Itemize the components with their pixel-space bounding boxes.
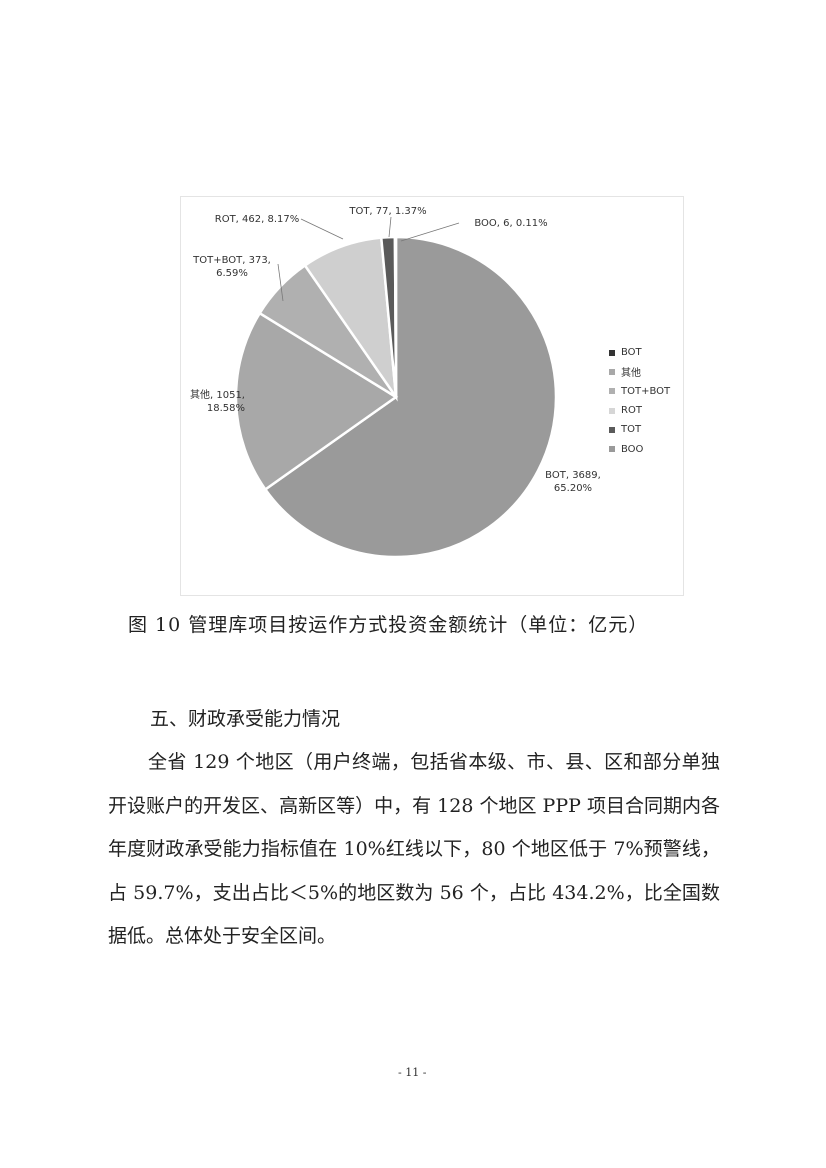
legend-swatch (609, 388, 615, 395)
legend-item: TOT+BOT (609, 382, 670, 401)
page-number: - 11 - (398, 1066, 427, 1079)
data-label-tot: TOT, 77, 1.37% (349, 206, 427, 217)
legend-item: 其他 (609, 362, 670, 381)
data-label-boo: BOO, 6, 0.11% (474, 218, 548, 229)
legend-item: BOT (609, 343, 670, 362)
body-paragraph: 全省 129 个地区（用户终端，包括省本级、市、县、区和部分单独开设账户的开发区… (108, 751, 720, 947)
pie-slice-BOO (393, 235, 398, 398)
legend-label: 其他 (621, 368, 641, 380)
legend-swatch (609, 426, 615, 433)
legend-item: BOO (609, 439, 670, 458)
pie-slice-其他 (234, 311, 399, 492)
legend-label: BOT (621, 347, 642, 359)
legend-swatch (609, 368, 615, 375)
legend-item: ROT (609, 401, 670, 420)
legend-label: TOT+BOT (621, 385, 671, 397)
figure-caption: 图 10 管理库项目按运作方式投资金额统计（单位：亿元） (128, 614, 649, 636)
legend-swatch (609, 349, 615, 356)
chart-legend: BOT 其他 TOT+BOT ROT TOT BOO (609, 343, 670, 459)
legend-swatch (609, 446, 615, 453)
leader-line (400, 222, 460, 242)
legend-label: TOT (621, 424, 642, 436)
data-label-other: 其他, 1051, 18.58% (190, 390, 245, 414)
leader-line (388, 216, 392, 238)
legend-label: ROT (621, 405, 642, 417)
legend-swatch (609, 407, 615, 414)
leader-line (277, 263, 284, 302)
legend-label: BOO (621, 443, 644, 455)
legend-item: TOT (609, 420, 670, 439)
leader-line (300, 218, 344, 240)
data-label-rot: ROT, 462, 8.17% (214, 214, 300, 225)
pie-chart: BOT, 3689, 65.20% 其他, 1051, 18.58% TOT+B… (180, 196, 684, 596)
section-heading: 五、财政承受能力情况 (150, 708, 341, 730)
pie-svg (234, 216, 558, 559)
data-label-bot: BOT, 3689, 65.20% (545, 470, 601, 494)
data-label-tot-bot: TOT+BOT, 373, 6.59% (193, 255, 271, 279)
pie-slice-BOT (263, 235, 558, 559)
